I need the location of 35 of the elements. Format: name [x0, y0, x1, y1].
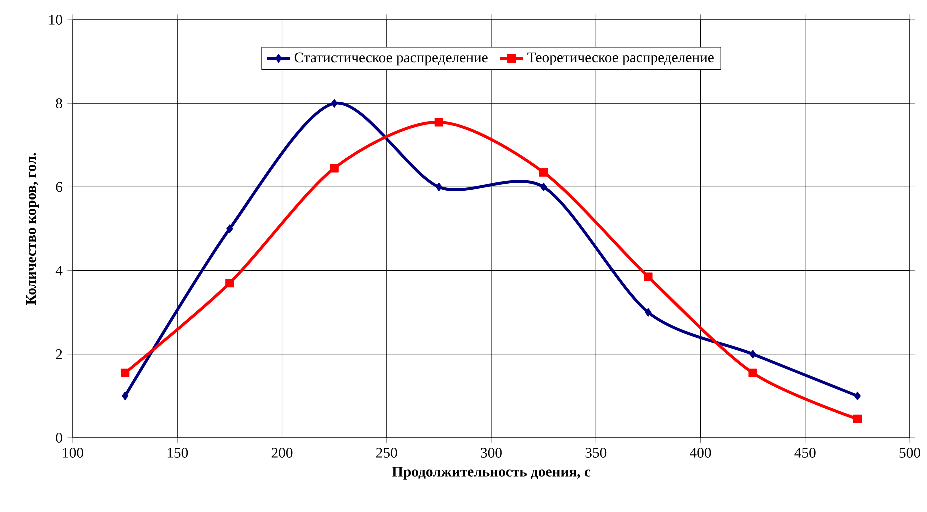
point [644, 272, 653, 282]
x-tick-label: 400 [690, 448, 712, 458]
x-tick-label: 300 [481, 448, 502, 458]
point [330, 164, 339, 173]
point [436, 182, 443, 192]
legend-label: Статистическое распределение [294, 52, 488, 66]
y-tick-label: 0 [56, 433, 62, 443]
x-tick-label: 200 [272, 448, 293, 458]
point [853, 414, 862, 424]
point [122, 392, 129, 401]
x-tick-label: 450 [794, 448, 816, 458]
y-tick-label: 2 [56, 350, 62, 360]
point [331, 99, 338, 108]
point [540, 182, 548, 192]
x-tick-label: 500 [900, 448, 920, 458]
point [120, 368, 130, 378]
y-tick-label: 8 [56, 98, 62, 109]
x-tick-label: 150 [168, 448, 188, 458]
point [748, 368, 758, 378]
legend-label: Теоретическое распределение [528, 52, 714, 66]
y-axis-title: Количество коров, гол. [26, 153, 40, 306]
point [854, 392, 862, 401]
point [226, 279, 234, 288]
x-tick-label: 350 [586, 448, 607, 458]
y-tick-label: 10 [50, 15, 62, 25]
point [539, 168, 548, 177]
y-tick-label: 6 [56, 182, 63, 192]
point [645, 308, 652, 317]
y-tick-label: 4 [56, 266, 63, 276]
point [434, 118, 444, 127]
point [750, 350, 756, 359]
x-axis-title: Продолжительность доения, с [392, 467, 591, 480]
x-tick-label: 100 [63, 448, 84, 458]
x-tick-label: 250 [376, 448, 398, 458]
point [226, 224, 234, 234]
